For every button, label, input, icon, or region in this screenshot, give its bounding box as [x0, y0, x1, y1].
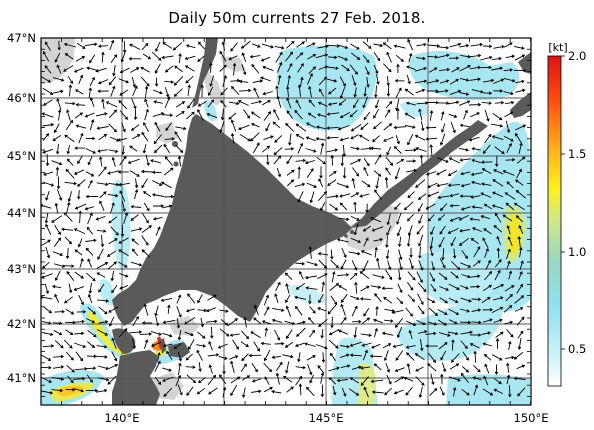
lat-label-44: 44°N [7, 206, 36, 220]
latitude-axis: 47°N 46°N 45°N 44°N 43°N 42°N 41°N [7, 31, 36, 385]
colorbar-gradient [547, 55, 562, 387]
lat-label-43: 43°N [7, 262, 36, 276]
colorbar-label-0.5: 0.5 [568, 342, 586, 356]
colorbar-unit: [kt] [548, 41, 567, 54]
sea-ice-area [41, 38, 400, 400]
map-title: Daily 50m currents 27 Feb. 2018. [168, 9, 426, 27]
lat-label-47: 47°N [7, 31, 36, 45]
longitude-axis: 140°E 145°E 150°E [105, 411, 549, 425]
lat-label-45: 45°N [7, 149, 36, 163]
current-vector-arrows [41, 38, 527, 399]
graticule [41, 38, 531, 405]
lat-label-42: 42°N [7, 317, 36, 331]
colorbar-label-1.0: 1.0 [568, 245, 586, 259]
land-masses [112, 38, 531, 405]
frame-tick-marks [40, 37, 531, 405]
lon-label-140: 140°E [105, 411, 140, 425]
lat-label-41: 41°N [7, 371, 36, 385]
lat-label-46: 46°N [7, 91, 36, 105]
speed-colorbar: [kt] 2.0 1.5 1.0 0.5 [547, 41, 586, 387]
lon-label-145: 145°E [309, 411, 344, 425]
colorbar-label-2.0: 2.0 [568, 49, 586, 63]
lon-label-150: 150°E [514, 411, 549, 425]
colorbar-label-1.5: 1.5 [568, 147, 586, 161]
current-arrow-set [41, 38, 527, 399]
